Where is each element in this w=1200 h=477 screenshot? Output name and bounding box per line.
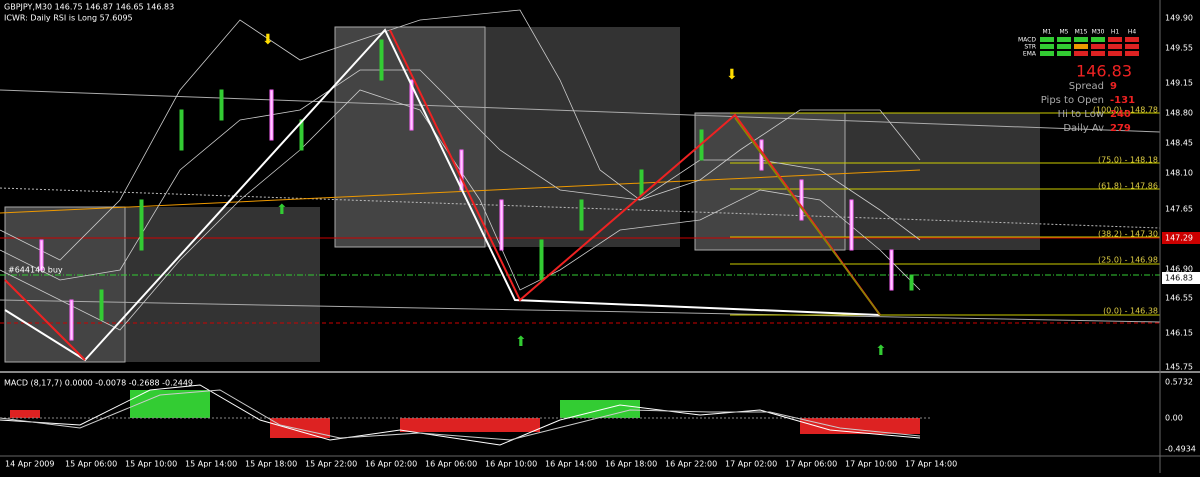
signal-cell: [1125, 51, 1139, 56]
price-tick-label: 149.55: [1165, 44, 1193, 53]
time-tick-label: 16 Apr 22:00: [665, 460, 717, 469]
signal-cell: [1057, 51, 1071, 56]
candles: [39, 39, 914, 341]
time-tick-label: 16 Apr 10:00: [485, 460, 537, 469]
zigzag-lines: [4, 28, 881, 362]
row-label: EMA: [1023, 51, 1037, 58]
price-tick-label: 148.45: [1165, 139, 1193, 148]
stat-label: Daily Av: [1063, 123, 1104, 134]
price-tick-label: 146.55: [1165, 294, 1193, 303]
current-price: 146.83: [1165, 274, 1193, 283]
signal-cell: [1125, 37, 1139, 42]
time-tick-label: 16 Apr 02:00: [365, 460, 417, 469]
time-tick-label: 15 Apr 18:00: [245, 460, 297, 469]
signal-cell: [1057, 44, 1071, 49]
price-tick-label: 146.90: [1165, 265, 1193, 274]
time-tick-label: 15 Apr 06:00: [65, 460, 117, 469]
time-tick-label: 15 Apr 14:00: [185, 460, 237, 469]
price-tick-label: 149.90: [1165, 14, 1193, 23]
price-tick-label: 149.15: [1165, 79, 1193, 88]
time-tick-label: 17 Apr 10:00: [845, 460, 897, 469]
signal-cell: [1074, 37, 1088, 42]
timeframe-label: H1: [1111, 29, 1120, 36]
signal-cell: [1125, 44, 1139, 49]
signal-cell: [1091, 37, 1105, 42]
stat-value: 279: [1110, 123, 1131, 134]
time-tick-label: 14 Apr 2009: [5, 460, 54, 469]
price-tick-label: 148.10: [1165, 169, 1193, 178]
signal-cell: [1040, 37, 1054, 42]
signal-cell: [1040, 44, 1054, 49]
price-tick-label: 148.80: [1165, 109, 1193, 118]
signal-cell: [1091, 44, 1105, 49]
current-price-marker: [1162, 272, 1200, 284]
timeframe-label: M30: [1092, 29, 1105, 36]
panel-price: 146.83: [1076, 62, 1132, 81]
signal-cell: [1040, 51, 1054, 56]
price-tick-label: 147.65: [1165, 205, 1193, 214]
time-tick-label: 15 Apr 22:00: [305, 460, 357, 469]
timeframe-label: M5: [1060, 29, 1069, 36]
fib-label: (75.0) - 148.18: [1098, 156, 1158, 165]
stat-label: Spread: [1069, 81, 1104, 92]
time-tick-label: 17 Apr 06:00: [785, 460, 837, 469]
signal-cell: [1057, 37, 1071, 42]
stat-value: 9: [1110, 81, 1117, 92]
signal-cell: [1108, 51, 1122, 56]
signal-arrows: ⬇ ⬇ ⬆ ⬆ ⬆: [262, 32, 887, 359]
dynamic-text: 149.90 149.55 149.15 148.80 148.45 148.10 147.…: [5, 14, 1196, 469]
stat-label: Pips to Open: [1041, 95, 1104, 106]
red-line-price: 147.29: [1165, 234, 1193, 243]
time-tick-label: 15 Apr 10:00: [125, 460, 177, 469]
stat-value: 240: [1110, 109, 1131, 120]
fib-label: (38.2) - 147.30: [1098, 230, 1158, 239]
order-label: #644140 buy: [8, 266, 63, 275]
macd-histogram: [0, 384, 930, 446]
row-label: MACD: [1018, 37, 1036, 44]
time-tick-label: 16 Apr 14:00: [545, 460, 597, 469]
signal-cell: [1108, 37, 1122, 42]
price-tick-label: 145.75: [1165, 363, 1193, 372]
svg-text:⬇: ⬇: [262, 32, 274, 48]
time-tick-label: 17 Apr 02:00: [725, 460, 777, 469]
signal-cell: [1074, 44, 1088, 49]
price-tick-label: 146.15: [1165, 329, 1193, 338]
svg-text:⬆: ⬆: [276, 202, 288, 218]
macd-tick-label: -0.4934: [1165, 445, 1196, 454]
svg-text:⬆: ⬆: [515, 334, 527, 350]
fib-label: (25.0) - 146.98: [1098, 256, 1158, 265]
signal-cell: [1091, 51, 1105, 56]
svg-text:⬆: ⬆: [875, 343, 887, 359]
indicator-line: ICWR: Daily RSI is Long 57.6095: [4, 14, 133, 23]
red-line-marker: [1162, 232, 1200, 244]
timeframe-label: M15: [1075, 29, 1088, 36]
bollinger-bands: [0, 9, 921, 331]
time-tick-label: 17 Apr 14:00: [905, 460, 957, 469]
signal-cell: [1074, 51, 1088, 56]
fib-label: (0.0) - 146.38: [1103, 307, 1158, 316]
time-tick-label: 16 Apr 06:00: [425, 460, 477, 469]
fib-label: (100.0) - 148.78: [1093, 106, 1158, 115]
macd-tick-label: 0.5732: [1165, 378, 1193, 387]
macd-label: MACD (8,17,7) 0.0000 -0.0078 -0.2688 -0.…: [4, 379, 193, 388]
row-label: STR: [1024, 44, 1036, 51]
symbol-line: GBPJPY,M30 146.75 146.87 146.65 146.83: [4, 3, 174, 12]
timeframe-label: H4: [1128, 29, 1137, 36]
stat-label: Hi to Low: [1058, 109, 1104, 120]
time-tick-label: 16 Apr 18:00: [605, 460, 657, 469]
stat-value: -131: [1110, 95, 1135, 106]
fib-label: (61.8) - 147.86: [1098, 182, 1158, 191]
svg-text:⬇: ⬇: [726, 67, 738, 83]
timeframe-label: M1: [1043, 29, 1052, 36]
signal-cell: [1108, 44, 1122, 49]
macd-tick-label: 0.00: [1165, 414, 1183, 423]
signal-cells: [1040, 37, 1139, 56]
session-boxes: [4, 26, 1040, 363]
